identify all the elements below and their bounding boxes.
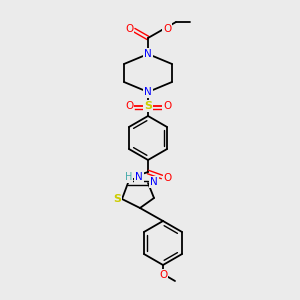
Text: N: N (150, 177, 158, 187)
Text: N: N (135, 172, 143, 182)
Text: O: O (164, 173, 172, 183)
Text: H: H (124, 172, 132, 182)
Text: O: O (159, 270, 167, 280)
Text: N: N (144, 87, 152, 97)
Text: O: O (163, 24, 171, 34)
Text: O: O (163, 101, 171, 111)
Text: S: S (144, 101, 152, 111)
Text: O: O (125, 24, 133, 34)
Text: S: S (113, 194, 121, 204)
Text: N: N (144, 49, 152, 59)
Text: O: O (125, 101, 133, 111)
